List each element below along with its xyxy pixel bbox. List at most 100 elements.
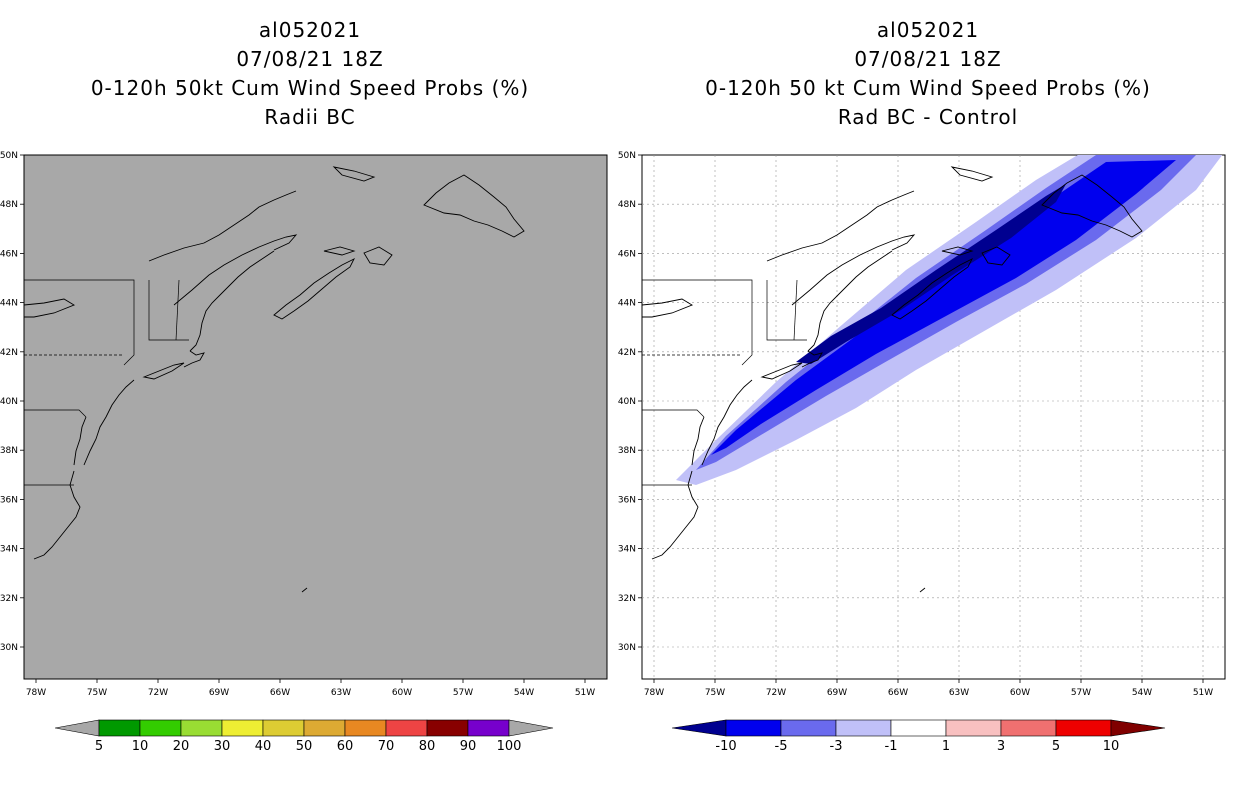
colorbar-box (98, 719, 141, 737)
lat-label: 38N (618, 446, 636, 456)
right-title-date: 07/08/21 18Z (854, 47, 1002, 71)
lon-label: 75W (705, 688, 725, 698)
colorbar-end-low (54, 719, 100, 737)
left-title-product: 0-120h 50kt Cum Wind Speed Probs (%) (90, 76, 530, 100)
colorbar-label: -1 (885, 739, 898, 754)
lat-label: 40N (618, 397, 636, 407)
right-title: al052021 07/08/21 18Z 0-120h 50 kt Cum W… (628, 16, 1228, 132)
colorbar-box (426, 719, 469, 737)
colorbar-label: 5 (1052, 739, 1060, 754)
colorbar-label: 100 (497, 739, 522, 754)
left-title-date: 07/08/21 18Z (236, 47, 384, 71)
right-lat-labels: 50N 48N 46N 44N 42N 40N 38N 36N 34N 32N 30N (618, 151, 642, 653)
colorbar-box (890, 719, 947, 737)
lat-label: 40N (0, 397, 18, 407)
lat-label: 44N (618, 299, 636, 309)
left-title-subtitle: Radii BC (264, 105, 356, 129)
colorbar-end-high (508, 719, 554, 737)
colorbar-box (344, 719, 387, 737)
swath-minus-10 (796, 184, 1066, 364)
colorbar-label: -10 (715, 739, 736, 754)
probability-difference-swath (676, 155, 1223, 485)
left-title: al052021 07/08/21 18Z 0-120h 50kt Cum Wi… (10, 16, 610, 132)
colorbar-box (180, 719, 223, 737)
lat-label: 30N (0, 643, 18, 653)
lon-label: 75W (87, 688, 107, 698)
lon-label: 60W (1010, 688, 1030, 698)
lat-label: 34N (0, 545, 18, 555)
lon-label: 66W (270, 688, 290, 698)
lat-label: 44N (0, 299, 18, 309)
colorbar-label: 80 (419, 739, 436, 754)
colorbar-end-low (671, 719, 727, 737)
colorbar-label: 30 (214, 739, 231, 754)
lon-label: 57W (453, 688, 473, 698)
lat-label: 30N (618, 643, 636, 653)
lat-label: 50N (0, 151, 18, 161)
lon-label: 69W (209, 688, 229, 698)
lat-label: 46N (618, 249, 636, 259)
right-map-panel: 50N 48N 46N 44N 42N 40N 38N 36N 34N 32N 30N 78W 75W… (616, 150, 1236, 710)
lon-label: 63W (949, 688, 969, 698)
lat-label: 42N (618, 348, 636, 358)
colorbar-label: 10 (1103, 739, 1120, 754)
colorbar-box (835, 719, 892, 737)
colorbar-label: 20 (173, 739, 190, 754)
colorbar-box (1055, 719, 1112, 737)
colorbar-label: 10 (132, 739, 149, 754)
colorbar-label: 70 (378, 739, 395, 754)
right-title-subtitle: Rad BC - Control (837, 105, 1019, 129)
colorbar-box (1000, 719, 1057, 737)
colorbar-label: 5 (95, 739, 103, 754)
colorbar-box (262, 719, 305, 737)
lat-label: 32N (0, 594, 18, 604)
colorbar-label: 60 (337, 739, 354, 754)
colorbar-box (303, 719, 346, 737)
lon-label: 57W (1071, 688, 1091, 698)
right-title-product: 0-120h 50 kt Cum Wind Speed Probs (%) (705, 76, 1151, 100)
left-map-panel: 50N 48N 46N 44N 42N 40N 38N 36N 34N 32N 30N 78W 75W… (0, 150, 616, 710)
left-lon-labels: 78W 75W 72W 69W 66W 63W 60W 57W 54W 51W (26, 679, 595, 698)
lon-label: 54W (1132, 688, 1152, 698)
right-colorbar-svg: -10 -5 -3 -1 1 3 5 10 (671, 719, 1166, 754)
lon-label: 72W (148, 688, 168, 698)
colorbar-box (467, 719, 510, 737)
left-colorbar-svg: 5 10 20 30 40 50 60 70 80 90 100 (54, 719, 554, 754)
colorbar-label: 50 (296, 739, 313, 754)
colorbar-box (725, 719, 782, 737)
right-lon-labels: 78W 75W 72W 69W 66W 63W 60W 57W 54W 51W (644, 679, 1213, 698)
colorbar-label: 1 (942, 739, 950, 754)
lon-label: 78W (644, 688, 664, 698)
colorbar-box (385, 719, 428, 737)
lon-label: 51W (575, 688, 595, 698)
colorbar-box (780, 719, 837, 737)
lat-label: 38N (0, 446, 18, 456)
lat-label: 34N (618, 545, 636, 555)
lat-label: 46N (0, 249, 18, 259)
right-map: 50N 48N 46N 44N 42N 40N 38N 36N 34N 32N 30N 78W 75W… (618, 151, 1226, 698)
colorbar-label: 3 (997, 739, 1005, 754)
lon-label: 72W (766, 688, 786, 698)
colorbar-label: -5 (775, 739, 788, 754)
colorbar-end-high (1110, 719, 1166, 737)
lat-label: 50N (618, 151, 636, 161)
left-colorbar: 5 10 20 30 40 50 60 70 80 90 100 (54, 716, 555, 756)
left-map-frame (23, 154, 608, 680)
lat-label: 42N (0, 348, 18, 358)
lon-label: 51W (1193, 688, 1213, 698)
lon-label: 60W (392, 688, 412, 698)
lon-label: 66W (888, 688, 908, 698)
right-title-storm: al052021 (876, 18, 980, 42)
lat-label: 36N (618, 495, 636, 505)
lat-label: 36N (0, 495, 18, 505)
lat-label: 48N (0, 200, 18, 210)
right-colorbar: -10 -5 -3 -1 1 3 5 10 (671, 716, 1176, 756)
left-title-storm: al052021 (258, 18, 362, 42)
colorbar-label: 40 (255, 739, 272, 754)
left-map: 50N 48N 46N 44N 42N 40N 38N 36N 34N 32N 30N 78W 75W… (0, 151, 608, 698)
lat-label: 32N (618, 594, 636, 604)
lon-label: 63W (331, 688, 351, 698)
colorbar-box (945, 719, 1002, 737)
lon-label: 78W (26, 688, 46, 698)
colorbar-label: -3 (830, 739, 843, 754)
